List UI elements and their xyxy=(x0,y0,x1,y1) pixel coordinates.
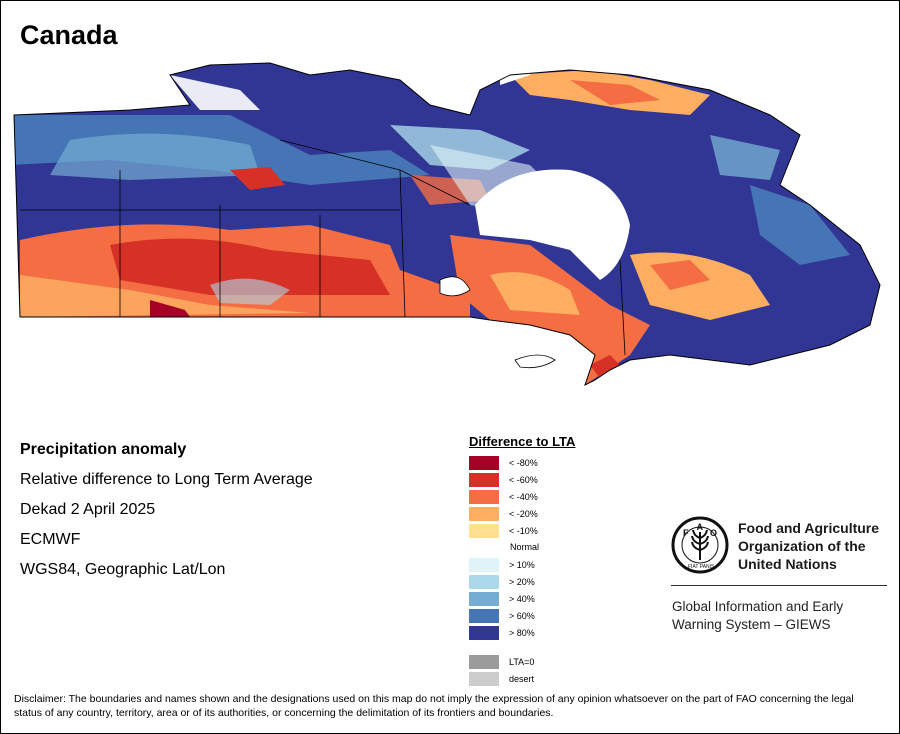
legend-dry-label: < -40% xyxy=(509,491,538,502)
legend-dry-label: < -80% xyxy=(509,457,538,468)
legend-dry-label: < -60% xyxy=(509,474,538,485)
legend-dry-swatch xyxy=(469,489,499,504)
legend-dry-row: < -10% xyxy=(469,522,575,539)
legend-dry-row: < -80% xyxy=(469,454,575,471)
info-subtitle: Relative difference to Long Term Average xyxy=(20,471,313,488)
legend-wet-label: > 60% xyxy=(509,610,535,621)
legend-wet-label: > 10% xyxy=(509,559,535,570)
legend-wet-row: > 80% xyxy=(469,624,575,641)
legend-dry-row: < -60% xyxy=(469,471,575,488)
legend-title: Difference to LTA xyxy=(469,434,576,449)
legend-wet-label: > 80% xyxy=(509,627,535,638)
info-projection: WGS84, Geographic Lat/Lon xyxy=(20,561,226,578)
legend-special-swatch xyxy=(469,654,499,669)
giews-name: Global Information and Early Warning Sys… xyxy=(672,598,843,634)
legend-dry-row: < -40% xyxy=(469,488,575,505)
legend-dry-group: < -80% < -60% < -40% < -20% < -10% xyxy=(469,454,575,539)
legend-dry-row: < -20% xyxy=(469,505,575,522)
info-heading: Precipitation anomaly xyxy=(20,441,187,458)
fao-name-line-3: United Nations xyxy=(738,556,837,572)
legend-wet-swatch xyxy=(469,625,499,640)
fao-organization-name: Food and Agriculture Organization of the… xyxy=(738,519,879,573)
legend-dry-label: < -20% xyxy=(509,508,538,519)
legend-dry-swatch xyxy=(469,472,499,487)
legend-wet-swatch xyxy=(469,574,499,589)
legend-normal-label: Normal xyxy=(510,542,540,552)
legend-dry-swatch xyxy=(469,455,499,470)
legend-wet-label: > 40% xyxy=(509,593,535,604)
legend-wet-row: > 10% xyxy=(469,556,575,573)
fao-name-line-1: Food and Agriculture xyxy=(738,520,880,536)
legend-dry-swatch xyxy=(469,506,499,521)
disclaimer: Disclaimer: The boundaries and names sho… xyxy=(14,693,854,719)
legend-special-row: LTA=0 xyxy=(469,653,575,670)
legend-wet-swatch xyxy=(469,608,499,623)
legend-dry-label: < -10% xyxy=(509,525,538,536)
fao-logo-letter-o: O xyxy=(710,528,717,538)
legend-wet-swatch xyxy=(469,557,499,572)
fao-logo-letter-a: A xyxy=(697,522,704,532)
legend-dry-swatch xyxy=(469,523,499,538)
legend-wet-row: > 40% xyxy=(469,590,575,607)
legend-wet-row: > 60% xyxy=(469,607,575,624)
legend: Difference to LTA < -80% < -60% < -40% < -2… xyxy=(469,434,575,687)
fao-divider xyxy=(671,585,887,586)
legend-wet-swatch xyxy=(469,591,499,606)
fao-name-line-2: Organization of the xyxy=(738,538,866,554)
legend-wet-row: > 20% xyxy=(469,573,575,590)
fao-logo-icon: F A O FIAT PANIS xyxy=(671,516,729,574)
map-title: Canada xyxy=(20,20,118,50)
legend-wet-label: > 20% xyxy=(509,576,535,587)
map-info: Precipitation anomaly Relative differenc… xyxy=(20,440,313,590)
info-period: Dekad 2 April 2025 xyxy=(20,501,156,518)
giews-line-2: Warning System – GIEWS xyxy=(672,617,831,632)
legend-wet-group: > 10% > 20% > 40% > 60% > 80% xyxy=(469,556,575,641)
legend-special-row: desert xyxy=(469,670,575,687)
legend-special-label: desert xyxy=(509,673,535,684)
info-source: ECMWF xyxy=(20,531,81,548)
legend-special-swatch xyxy=(469,671,499,686)
legend-special-label: LTA=0 xyxy=(509,656,535,667)
precipitation-anomaly-map xyxy=(10,55,890,395)
giews-line-1: Global Information and Early xyxy=(672,599,844,614)
legend-special-group: LTA=0 desert xyxy=(469,653,575,687)
fao-logo-motto: FIAT PANIS xyxy=(688,564,715,570)
fao-logo-letter-f: F xyxy=(683,528,689,538)
